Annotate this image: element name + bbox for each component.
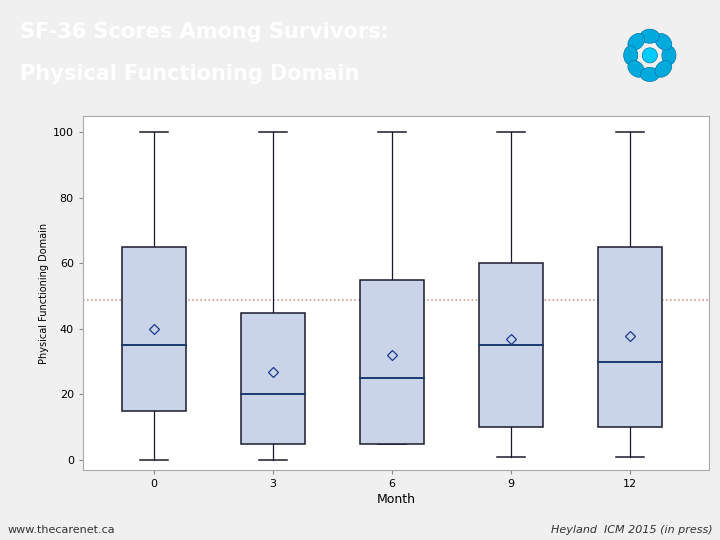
Ellipse shape <box>640 68 660 82</box>
Ellipse shape <box>624 46 638 65</box>
Text: Physical Functioning Domain: Physical Functioning Domain <box>20 64 360 84</box>
X-axis label: Month: Month <box>377 493 415 506</box>
Text: www.thecarenet.ca: www.thecarenet.ca <box>7 524 114 535</box>
Text: SF-36 Scores Among Survivors:: SF-36 Scores Among Survivors: <box>20 22 390 42</box>
Text: Heyland  ICM 2015 (in press): Heyland ICM 2015 (in press) <box>552 524 713 535</box>
Y-axis label: Physical Functioning Domain: Physical Functioning Domain <box>39 222 49 363</box>
Bar <box>598 247 662 427</box>
Ellipse shape <box>662 46 676 65</box>
Ellipse shape <box>655 60 672 77</box>
Bar <box>480 264 543 427</box>
Bar <box>122 247 186 411</box>
Bar <box>360 280 424 443</box>
Ellipse shape <box>628 33 644 50</box>
Ellipse shape <box>640 29 660 43</box>
Ellipse shape <box>655 33 672 50</box>
Circle shape <box>642 48 657 63</box>
Bar <box>241 313 305 443</box>
Ellipse shape <box>628 60 644 77</box>
